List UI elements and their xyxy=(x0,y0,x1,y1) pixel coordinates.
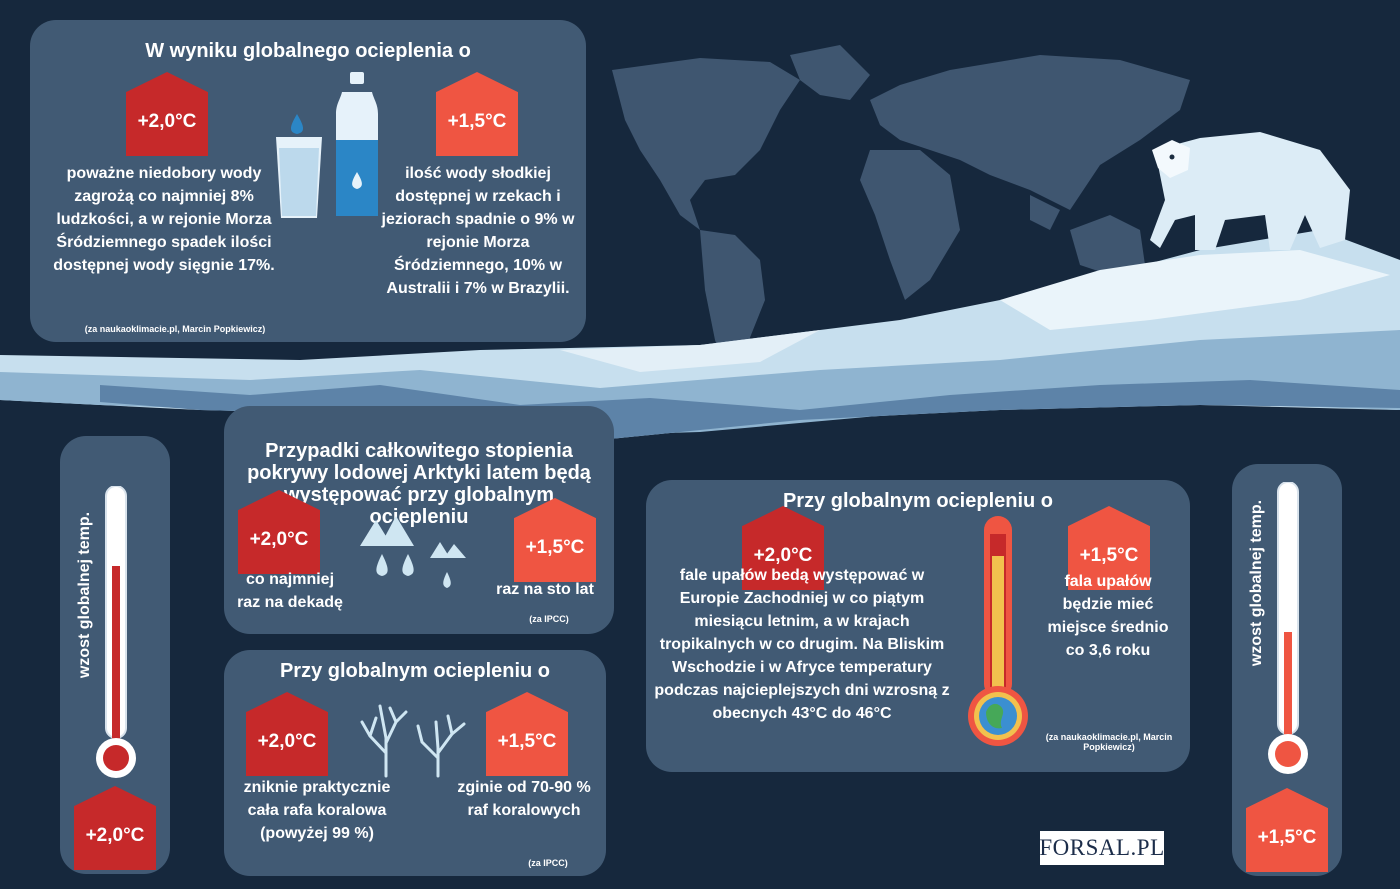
right-side-label: wzost globalnej temp. xyxy=(1248,499,1265,667)
coral-panel-title: Przy globalnym ociepleniu o xyxy=(279,660,551,682)
heatwave-source: (za naukaoklimacie.pl, Marcin Popkiewicz… xyxy=(1045,732,1173,752)
heatwave-text-1-5: fala upałów będzie mieć miejsce średnio … xyxy=(1047,573,1169,659)
heatwave-panel: Przy globalnym ociepleniu o +2,0°C +1,5°… xyxy=(646,480,1190,772)
badge-2-0: +2,0°C xyxy=(126,72,208,156)
thermometer-icon-left xyxy=(96,486,136,778)
polar-bear xyxy=(1150,132,1350,250)
thermometer-icon-right xyxy=(1268,482,1308,774)
water-icon xyxy=(276,72,378,218)
arctic-text-2-0: co najmniej raz na dekadę xyxy=(237,571,343,611)
coral-text-2-0: zniknie praktycznie cała rafa koralowa (… xyxy=(243,779,391,842)
coral-badge-2-0: +2,0°C xyxy=(246,692,328,776)
melting-ice-icon xyxy=(360,516,466,588)
arctic-text-1-5: raz na sto lat xyxy=(496,581,594,598)
heatwave-badge-2-0: +2,0°C xyxy=(742,506,824,590)
left-side-label: wzost globalnej temp. xyxy=(76,511,93,679)
right-side-badge: +1,5°C xyxy=(1246,788,1328,872)
water-text-1-5: ilość wody słodkiej dostępnej w rzekach … xyxy=(381,165,575,297)
coral-icon xyxy=(360,704,466,778)
water-panel-title: W wyniku globalnego ocieplenia o xyxy=(145,40,471,62)
heat-thermometer-icon xyxy=(968,516,1028,746)
left-side-badge: +2,0°C xyxy=(74,786,156,870)
arctic-badge-2-0: +2,0°C xyxy=(238,490,320,574)
forsal-logo[interactable]: FORSAL.PL xyxy=(1039,831,1164,865)
water-text-2-0: poważne niedobory wody zagrożą co najmni… xyxy=(53,165,275,274)
heatwave-panel-title: Przy globalnym ociepleniu o xyxy=(782,490,1054,512)
heatwave-badge-1-5: +1,5°C xyxy=(1068,506,1150,590)
badge-1-5: +1,5°C xyxy=(436,72,518,156)
coral-badge-1-5: +1,5°C xyxy=(486,692,568,776)
coral-text-1-5: zginie od 70-90 % raf koralowych xyxy=(457,779,591,819)
left-side-panel: wzost globalnej temp. +2,0°C xyxy=(60,436,170,874)
arctic-panel: Przypadki całkowitego stopienia pokrywy … xyxy=(224,406,614,634)
arctic-panel-title: Przypadki całkowitego stopienia pokrywy … xyxy=(247,440,591,528)
water-panel: W wyniku globalnego ocieplenia o +2,0°C … xyxy=(30,20,586,342)
heatwave-text-2-0: fale upałów bedą występować w Europie Za… xyxy=(654,567,950,722)
coral-panel: Przy globalnym ociepleniu o +2,0°C +1,5°… xyxy=(224,650,606,876)
world-map xyxy=(612,45,1190,370)
arctic-badge-1-5: +1,5°C xyxy=(514,498,596,582)
arctic-source: (za IPCC) xyxy=(529,614,569,624)
coral-source: (za IPCC) xyxy=(528,858,568,868)
water-source: (za naukaoklimacie.pl, Marcin Popkiewicz… xyxy=(84,324,266,334)
right-side-panel: wzost globalnej temp. +1,5°C xyxy=(1232,464,1342,876)
